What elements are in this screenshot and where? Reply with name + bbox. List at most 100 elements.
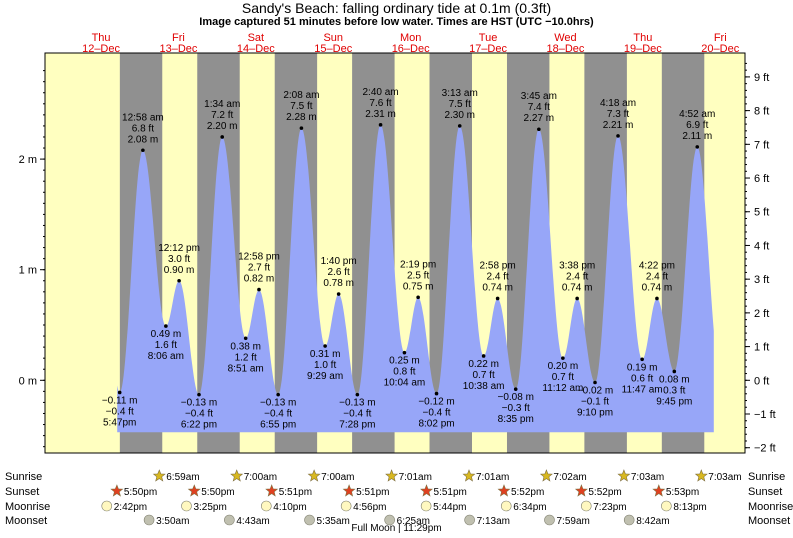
high-tide-marker <box>257 287 261 292</box>
tide-height-ft-label: 3.0 ft <box>168 254 190 265</box>
high-tide-marker <box>378 123 383 127</box>
day-name-label: Mon <box>400 32 421 44</box>
tide-time-label: 4:22 pm <box>639 260 675 271</box>
day-name-label: Sat <box>248 32 265 44</box>
right-axis-label: 2 ft <box>754 308 769 320</box>
tide-height-m-label: 0.22 m <box>468 359 499 370</box>
tide-time-label: 12:12 pm <box>158 243 200 254</box>
moonrise-row-label-right: Moonrise <box>748 501 793 513</box>
moonrise-time: 4:56pm <box>353 502 386 513</box>
low-tide-marker <box>197 392 201 397</box>
tide-time-label: 11:12 am <box>542 383 583 394</box>
day-name-label: Sun <box>323 32 343 44</box>
left-axis-label: 0 m <box>19 375 37 387</box>
tide-height-ft-label: 2.5 ft <box>407 270 429 281</box>
moonset-time: 4:43am <box>236 516 269 527</box>
tide-height-m-label: 2.21 m <box>603 120 634 131</box>
full-moon-note: Full Moon | 11:29pm <box>351 523 442 534</box>
moon-icon <box>224 514 235 526</box>
high-tide-marker <box>537 127 541 132</box>
sun-icon <box>420 484 433 497</box>
right-axis-label: 9 ft <box>754 72 769 84</box>
sunset-time: 5:51pm <box>356 487 389 498</box>
high-tide-marker <box>177 278 181 283</box>
tide-height-ft-label: 2.4 ft <box>487 271 509 282</box>
sun-icon <box>265 484 279 497</box>
moonrise-time: 5:44pm <box>433 502 466 513</box>
tide-time-label: 8:06 am <box>148 351 184 362</box>
high-tide-marker <box>141 148 145 153</box>
tide-time-label: 2:40 am <box>362 87 398 98</box>
right-axis-label: 1 ft <box>754 342 769 354</box>
low-tide-marker <box>117 390 122 395</box>
day-name-label: Fri <box>714 32 727 44</box>
tide-height-m-label: 2.20 m <box>207 121 238 132</box>
sun-icon <box>497 484 511 497</box>
sun-icon <box>230 469 244 482</box>
right-axis-label: 6 ft <box>754 173 769 185</box>
high-tide-marker <box>299 126 304 130</box>
tide-time-label: 8:35 pm <box>498 414 534 425</box>
tide-height-ft-label: 0.6 ft <box>631 373 653 384</box>
day-name-label: Wed <box>554 32 576 44</box>
tide-height-m-label: 2.28 m <box>286 112 317 123</box>
tide-height-ft-label: 0.7 ft <box>473 370 495 381</box>
right-axis-label: 8 ft <box>754 106 769 118</box>
tide-height-m-label: 0.82 m <box>244 274 275 285</box>
tide-height-m-label: 0.75 m <box>403 281 434 292</box>
sunrise-time: 7:01am <box>399 472 432 483</box>
sunrise-time: 6:59am <box>166 472 199 483</box>
moonrise-time: 7:23pm <box>593 502 626 513</box>
tide-height-ft-label: −0.4 ft <box>106 406 134 417</box>
moon-icon <box>623 514 635 526</box>
low-tide-marker <box>513 387 518 391</box>
tide-height-ft-label: −0.4 ft <box>264 409 292 420</box>
tide-time-label: 3:13 am <box>442 88 478 99</box>
right-axis-label: 3 ft <box>754 274 769 286</box>
moonset-time: 7:59am <box>556 516 589 527</box>
chart-title: Sandy's Beach: falling ordinary tide at … <box>241 0 552 16</box>
tide-time-label: 3:38 pm <box>559 260 595 271</box>
moon-icon <box>661 500 672 512</box>
sunrise-row-label-left: Sunrise <box>5 471 42 483</box>
tide-height-m-label: 2.31 m <box>365 109 396 120</box>
tide-time-label: 2:08 am <box>283 90 319 101</box>
low-tide-marker <box>323 344 327 348</box>
tide-time-label: 1:34 am <box>204 99 240 110</box>
sunset-row-label-right: Sunset <box>748 486 782 498</box>
sun-icon <box>110 484 124 497</box>
tide-height-m-label: −0.13 m <box>181 398 217 409</box>
high-tide-marker <box>336 292 341 296</box>
moon-icon <box>384 514 395 526</box>
left-axis-label: 2 m <box>19 154 37 166</box>
low-tide-marker <box>481 354 486 358</box>
tide-height-ft-label: 0.8 ft <box>393 367 415 378</box>
moon-icon <box>500 500 512 512</box>
moonset-time: 6:25am <box>397 516 430 527</box>
tide-time-label: 12:58 am <box>122 112 164 123</box>
tide-height-m-label: −0.13 m <box>339 398 375 409</box>
tide-area <box>117 124 714 433</box>
high-tide-marker <box>416 295 420 300</box>
sunset-time: 5:51pm <box>279 487 312 498</box>
tide-height-ft-label: 1.6 ft <box>155 340 177 351</box>
low-tide-marker <box>402 350 407 355</box>
tide-time-label: 9:45 pm <box>656 396 692 407</box>
right-axis-label: 4 ft <box>754 240 769 252</box>
day-name-label: Tue <box>479 32 498 44</box>
tide-height-ft-label: 7.5 ft <box>449 99 471 110</box>
day-name-label: Thu <box>633 32 652 44</box>
sunset-time: 5:51pm <box>434 487 467 498</box>
tide-height-ft-label: 2.4 ft <box>646 271 668 282</box>
tide-height-ft-label: −0.3 ft <box>502 403 530 414</box>
sun-icon <box>462 469 476 482</box>
tide-height-ft-label: 1.2 ft <box>235 352 257 363</box>
tide-time-label: 8:02 pm <box>418 419 454 430</box>
tide-height-ft-label: −0.4 ft <box>185 409 213 420</box>
sun-icon <box>617 469 631 482</box>
left-axis-label: 1 m <box>19 265 37 277</box>
tide-height-ft-label: 0.3 ft <box>663 385 685 396</box>
sunrise-row-label-right: Sunrise <box>748 471 785 483</box>
tide-height-m-label: 0.74 m <box>482 282 513 293</box>
tide-time-label: 2:58 pm <box>480 260 516 271</box>
